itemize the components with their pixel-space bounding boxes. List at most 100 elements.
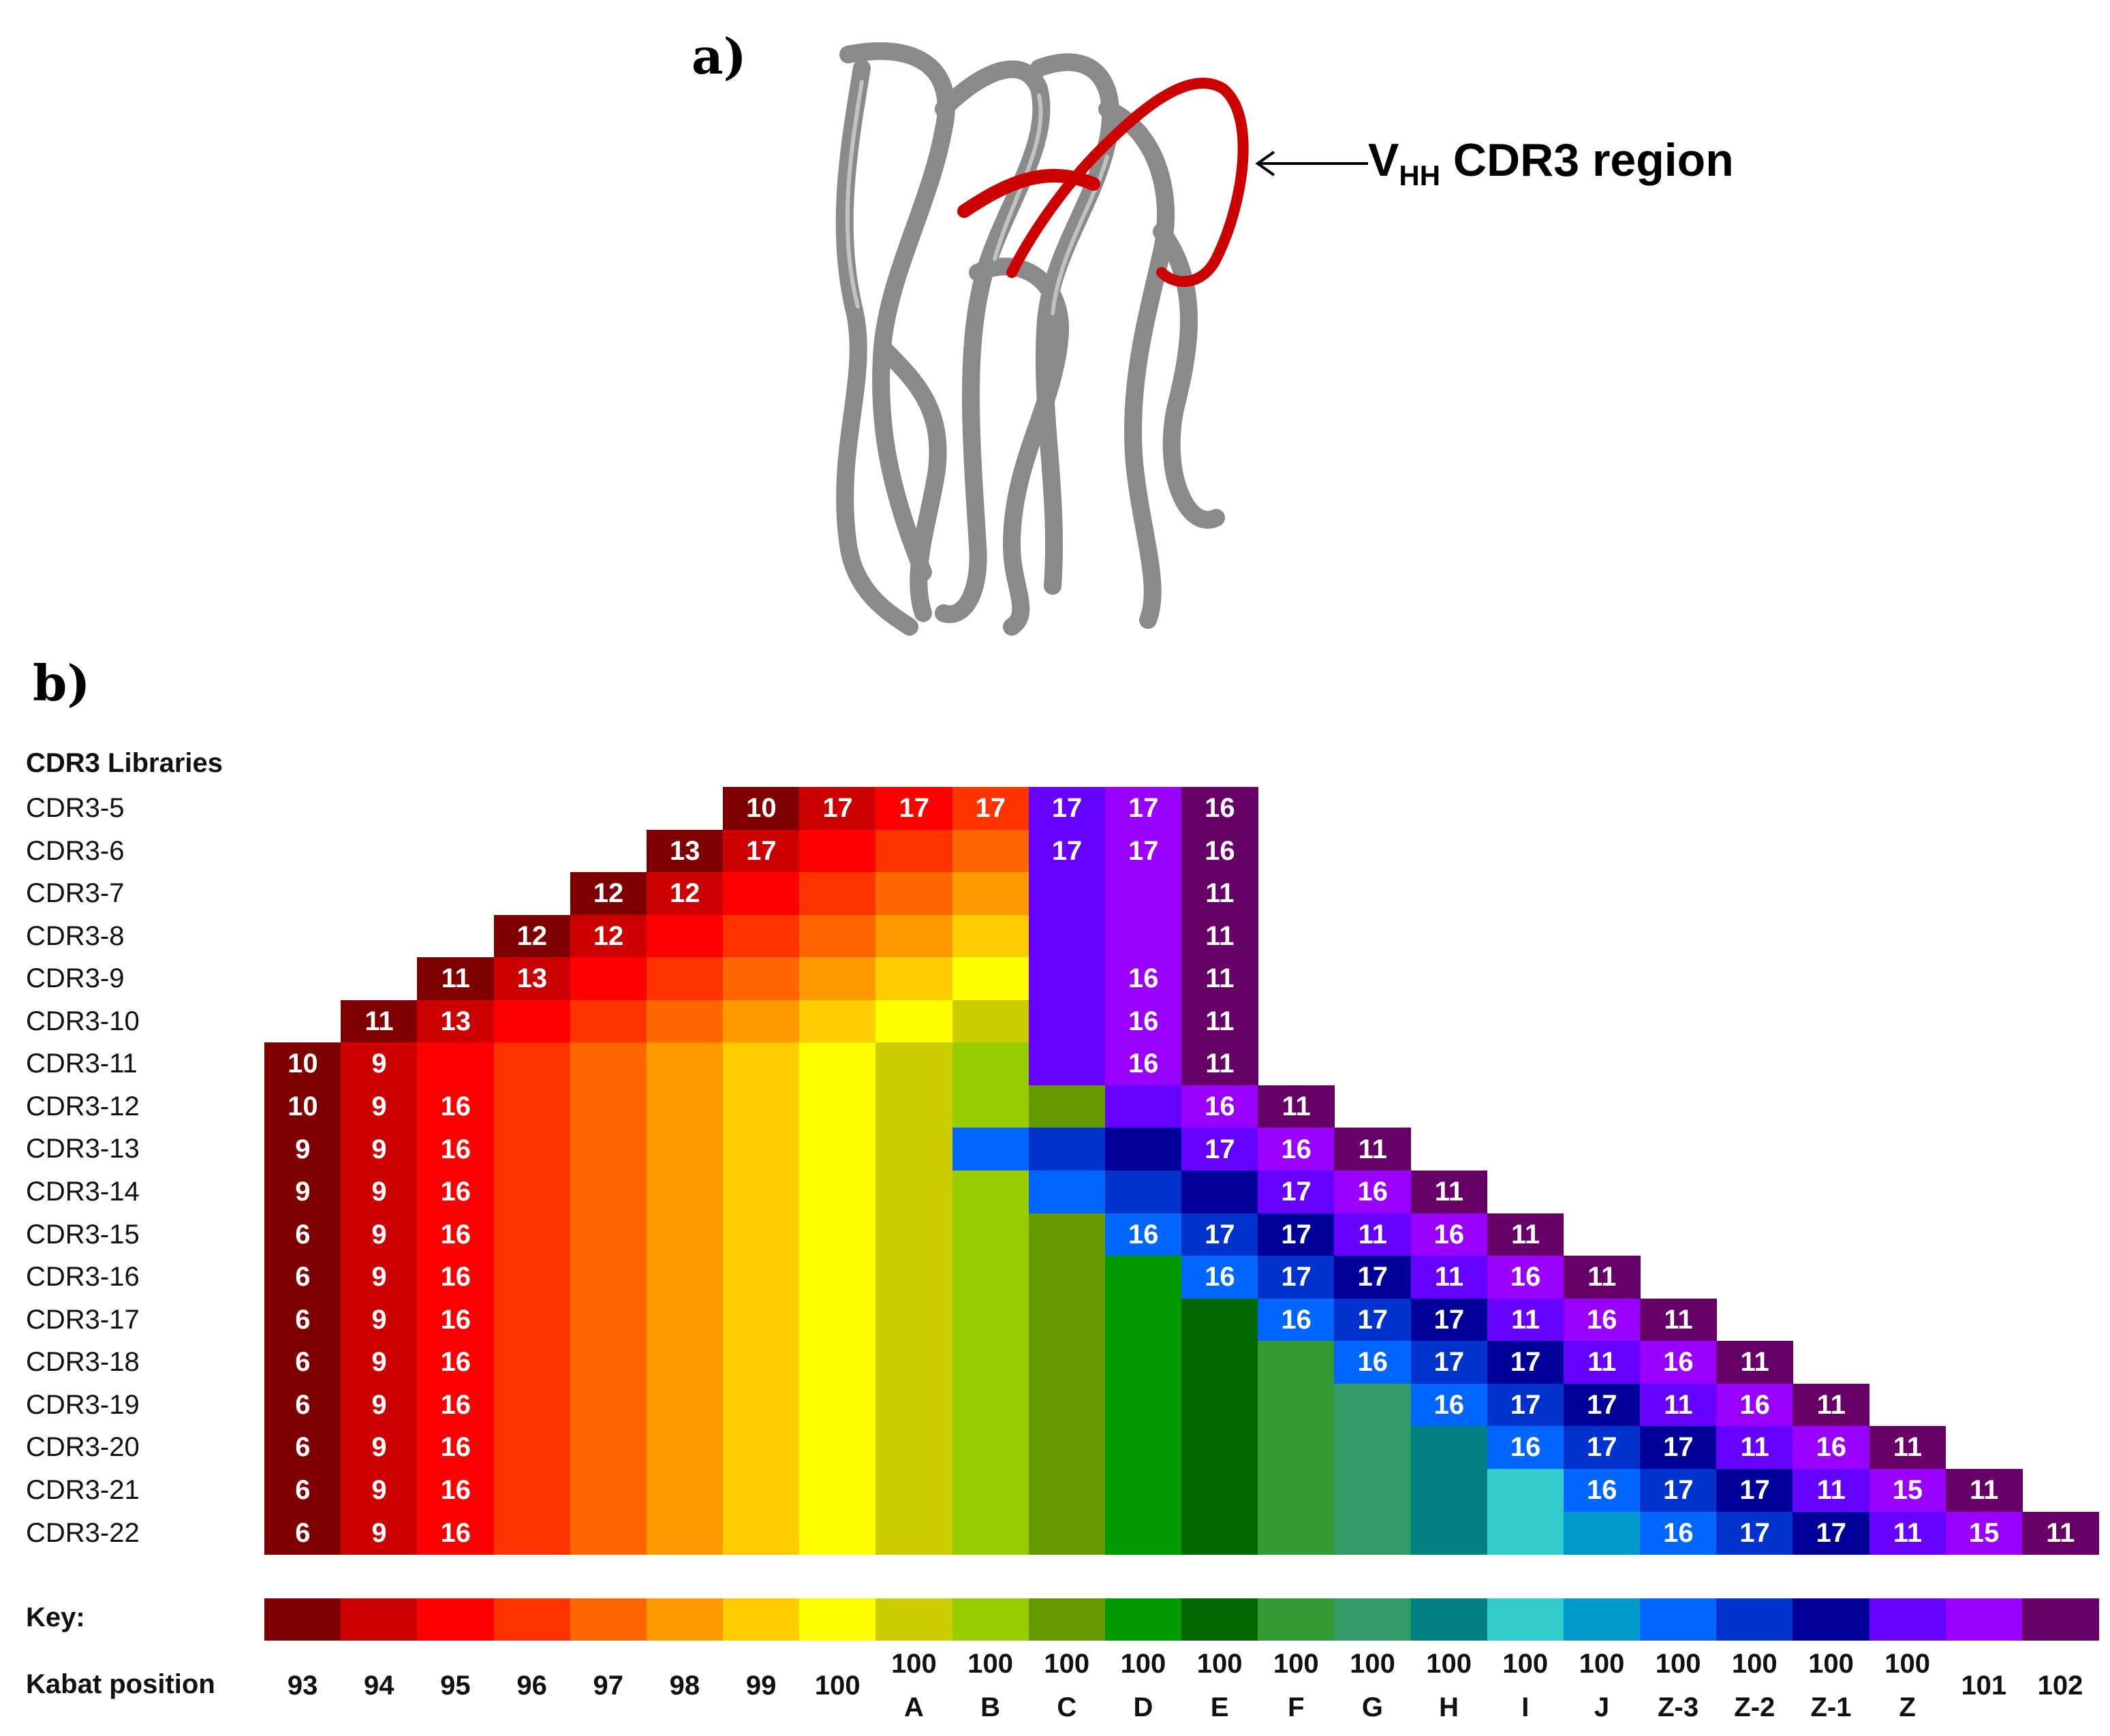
heatmap-cell — [1104, 1341, 1182, 1384]
key-swatch — [1028, 1598, 1106, 1641]
heatmap-cell: 16 — [1487, 1426, 1564, 1470]
heatmap-cell — [646, 1468, 724, 1513]
heatmap-cell: 16 — [1181, 829, 1258, 873]
kabat-position-label: 100 Z-3 — [1640, 1642, 1716, 1729]
heatmap-cell — [646, 1213, 724, 1256]
kabat-position-label: 100 G — [1334, 1642, 1410, 1729]
kabat-position-label: 101 — [1961, 1671, 2007, 1701]
heatmap-cell: 6 — [264, 1383, 341, 1427]
heatmap-cell: 9 — [341, 1128, 418, 1171]
kabat-position-label: 94 — [363, 1671, 394, 1701]
heatmap-cell — [799, 957, 876, 1001]
heatmap-cell — [875, 1468, 953, 1513]
heatmap-cell — [646, 1298, 724, 1342]
row-label: CDR3-21 — [26, 1474, 140, 1505]
heatmap-cell — [1028, 1511, 1106, 1555]
heatmap-cell — [1334, 1426, 1412, 1470]
heatmap-cell: 11 — [1334, 1128, 1412, 1171]
heatmap-cell — [723, 914, 800, 958]
row-label: CDR3-12 — [26, 1091, 140, 1121]
kabat-number: 100 — [1044, 1649, 1090, 1679]
heatmap-cell: 9 — [341, 1511, 418, 1555]
row-label: CDR3-16 — [26, 1262, 140, 1292]
row-label: CDR3-9 — [26, 963, 125, 994]
heatmap-cell: 16 — [417, 1213, 495, 1256]
heatmap-cell: 16 — [1334, 1171, 1412, 1214]
heatmap-cell: 11 — [1563, 1341, 1641, 1384]
heatmap-cell: 16 — [417, 1085, 495, 1129]
row-header: CDR3 Libraries — [26, 748, 223, 778]
heatmap-cell: 16 — [417, 1426, 495, 1470]
kabat-insertion: F — [1288, 1692, 1305, 1722]
heatmap-cell: 9 — [264, 1128, 341, 1171]
key-swatch — [1563, 1598, 1641, 1641]
kabat-position-label: 100 — [814, 1671, 860, 1701]
key-swatch — [1181, 1598, 1258, 1641]
heatmap-cell: 16 — [1258, 1128, 1335, 1171]
heatmap-cell — [417, 1042, 495, 1086]
kabat-insertion: I — [1521, 1692, 1530, 1722]
row-label: CDR3-5 — [26, 793, 125, 823]
heatmap-cell: 6 — [264, 1213, 341, 1256]
heatmap-cell: 16 — [1640, 1511, 1717, 1555]
key-swatch — [264, 1598, 341, 1641]
heatmap-cell — [875, 1256, 953, 1299]
row-label: CDR3-13 — [26, 1134, 140, 1164]
heatmap-cell — [1181, 1426, 1258, 1470]
heatmap-cell — [646, 1128, 724, 1171]
kabat-position-label: 95 — [440, 1671, 471, 1701]
heatmap-cell: 11 — [1716, 1426, 1793, 1470]
heatmap-cell — [799, 1468, 876, 1513]
heatmap-cell — [1104, 1511, 1182, 1555]
heatmap-cell — [1028, 1468, 1106, 1513]
heatmap-cell: 17 — [1487, 1341, 1564, 1384]
heatmap-cell — [799, 872, 876, 916]
heatmap-cell: 9 — [341, 1085, 418, 1129]
heatmap-cell: 6 — [264, 1511, 341, 1555]
heatmap-cell — [1104, 1085, 1182, 1129]
heatmap-cell: 11 — [1869, 1511, 1946, 1555]
heatmap-cell — [799, 1341, 876, 1384]
heatmap-cell — [646, 1383, 724, 1427]
heatmap-cell — [1104, 1128, 1182, 1171]
row-label: CDR3-11 — [26, 1049, 138, 1079]
kabat-insertion: A — [903, 1692, 924, 1722]
heatmap-cell: 17 — [723, 829, 800, 873]
heatmap-cell: 17 — [1793, 1511, 1870, 1555]
heatmap-cell: 17 — [1258, 1171, 1335, 1214]
heatmap-cell: 11 — [1563, 1256, 1641, 1299]
heatmap-cell: 11 — [1716, 1341, 1793, 1384]
heatmap-cell — [875, 1426, 953, 1470]
kabat-insertion: D — [1133, 1692, 1153, 1722]
key-swatch — [1640, 1598, 1717, 1641]
kabat-number: 100 — [1808, 1649, 1854, 1679]
heatmap-cell — [1028, 914, 1106, 958]
heatmap-cell — [952, 1298, 1029, 1342]
key-swatch — [646, 1598, 724, 1641]
heatmap-cell — [723, 872, 800, 916]
heatmap-cell: 6 — [264, 1468, 341, 1513]
heatmap-cell — [570, 1298, 647, 1342]
heatmap-cell: 16 — [1410, 1383, 1488, 1427]
key-swatch — [1258, 1598, 1335, 1641]
heatmap-cell — [723, 1085, 800, 1129]
heatmap-cell — [875, 957, 953, 1001]
heatmap-cell: 16 — [1334, 1341, 1412, 1384]
heatmap-cell: 11 — [2021, 1511, 2099, 1555]
heatmap-cell — [952, 1042, 1029, 1086]
panel-b-label: b) — [33, 654, 91, 712]
row-label: CDR3-22 — [26, 1517, 140, 1548]
heatmap-cell — [493, 1042, 571, 1086]
heatmap-cell: 17 — [1258, 1213, 1335, 1256]
heatmap-cell: 6 — [264, 1341, 341, 1384]
heatmap-cell — [1258, 1341, 1335, 1384]
heatmap-cell: 6 — [264, 1298, 341, 1342]
row-label: CDR3-14 — [26, 1177, 140, 1207]
heatmap-cell — [1104, 1298, 1182, 1342]
heatmap-cell — [723, 1042, 800, 1086]
heatmap-cell — [875, 1383, 953, 1427]
heatmap-cell: 9 — [264, 1171, 341, 1214]
key-swatch — [799, 1598, 876, 1641]
kabat-insertion: J — [1594, 1692, 1610, 1722]
heatmap-cell — [723, 957, 800, 1001]
